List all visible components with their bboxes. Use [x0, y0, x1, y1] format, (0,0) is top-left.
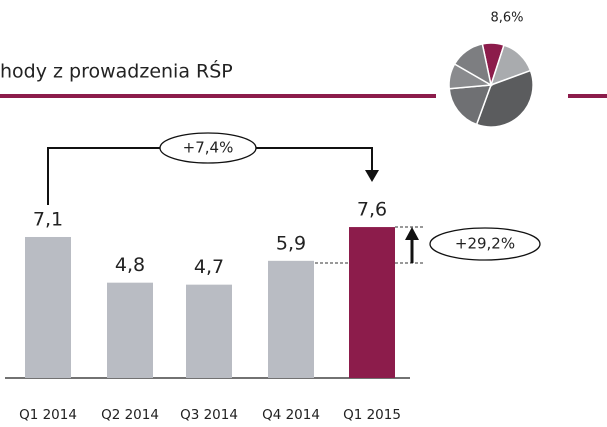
annotation: +29,2%	[455, 235, 515, 253]
x-tick-label: Q2 2014	[101, 407, 159, 423]
value-label: 7,6	[357, 199, 387, 221]
arrow-head	[365, 170, 379, 182]
bar	[107, 282, 153, 378]
pie	[448, 42, 534, 128]
annotation-bubble	[429, 227, 541, 261]
pie-slice	[453, 43, 493, 87]
annotation: +7,4%	[183, 139, 234, 157]
pie-label: 8,6%	[490, 11, 523, 26]
value-label: 7,1	[33, 208, 63, 230]
x-tick-label: Q4 2014	[262, 407, 320, 423]
pie-slice	[475, 69, 534, 128]
bar	[268, 260, 314, 378]
bar	[25, 236, 71, 378]
chart-title: hody z prowadzenia RŚP	[0, 59, 233, 83]
annotation-bubble	[159, 132, 257, 164]
x-tick-label: Q1 2015	[343, 407, 401, 423]
value-label: 4,8	[115, 254, 145, 276]
value-label: 4,7	[194, 256, 224, 278]
value-label: 5,9	[276, 232, 306, 254]
x-tick-label: Q1 2014	[19, 407, 77, 423]
pie-slice	[448, 84, 493, 126]
x-tick-label: Q3 2014	[180, 407, 238, 423]
bar	[186, 284, 232, 378]
arrow-head	[405, 227, 419, 240]
bar	[349, 227, 395, 378]
